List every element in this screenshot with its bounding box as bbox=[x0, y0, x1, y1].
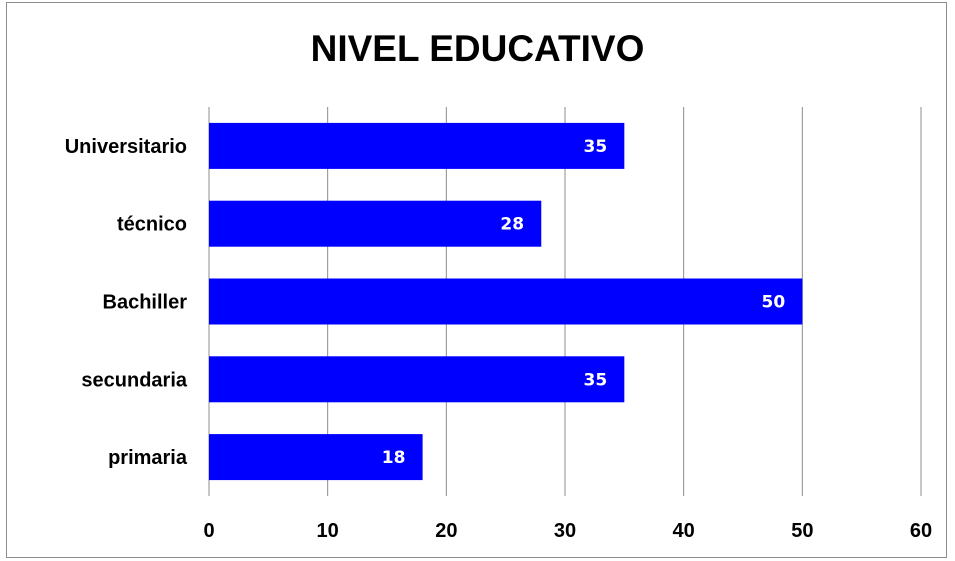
bar bbox=[209, 278, 803, 325]
data-label: 28 bbox=[500, 215, 524, 235]
x-tick-label: 40 bbox=[673, 520, 695, 542]
data-label: 18 bbox=[382, 448, 406, 468]
x-tick-label: 60 bbox=[910, 520, 932, 542]
bar bbox=[209, 122, 625, 169]
x-tick-label: 50 bbox=[791, 520, 813, 542]
data-label: 35 bbox=[583, 137, 607, 157]
category-label: primaria bbox=[108, 447, 188, 469]
x-tick-labels: 0 10 20 30 40 50 60 bbox=[203, 520, 932, 542]
data-label: 35 bbox=[583, 370, 607, 390]
category-labels: Universitario técnico Bachiller secundaria p… bbox=[65, 136, 188, 469]
category-label: Universitario bbox=[65, 136, 187, 158]
x-tick-label: 20 bbox=[435, 520, 457, 542]
x-tick-label: 0 bbox=[203, 520, 214, 542]
bar bbox=[209, 356, 625, 403]
x-tick-label: 30 bbox=[554, 520, 576, 542]
category-label: técnico bbox=[117, 214, 187, 236]
bars: 35 28 50 35 18 bbox=[209, 122, 803, 481]
bar bbox=[209, 200, 542, 247]
data-label: 50 bbox=[761, 293, 785, 313]
category-label: secundaria bbox=[81, 369, 187, 391]
chart-title: NIVEL EDUCATIVO bbox=[310, 28, 645, 69]
category-label: Bachiller bbox=[103, 292, 188, 314]
bar bbox=[209, 434, 423, 481]
x-tick-label: 10 bbox=[317, 520, 339, 542]
